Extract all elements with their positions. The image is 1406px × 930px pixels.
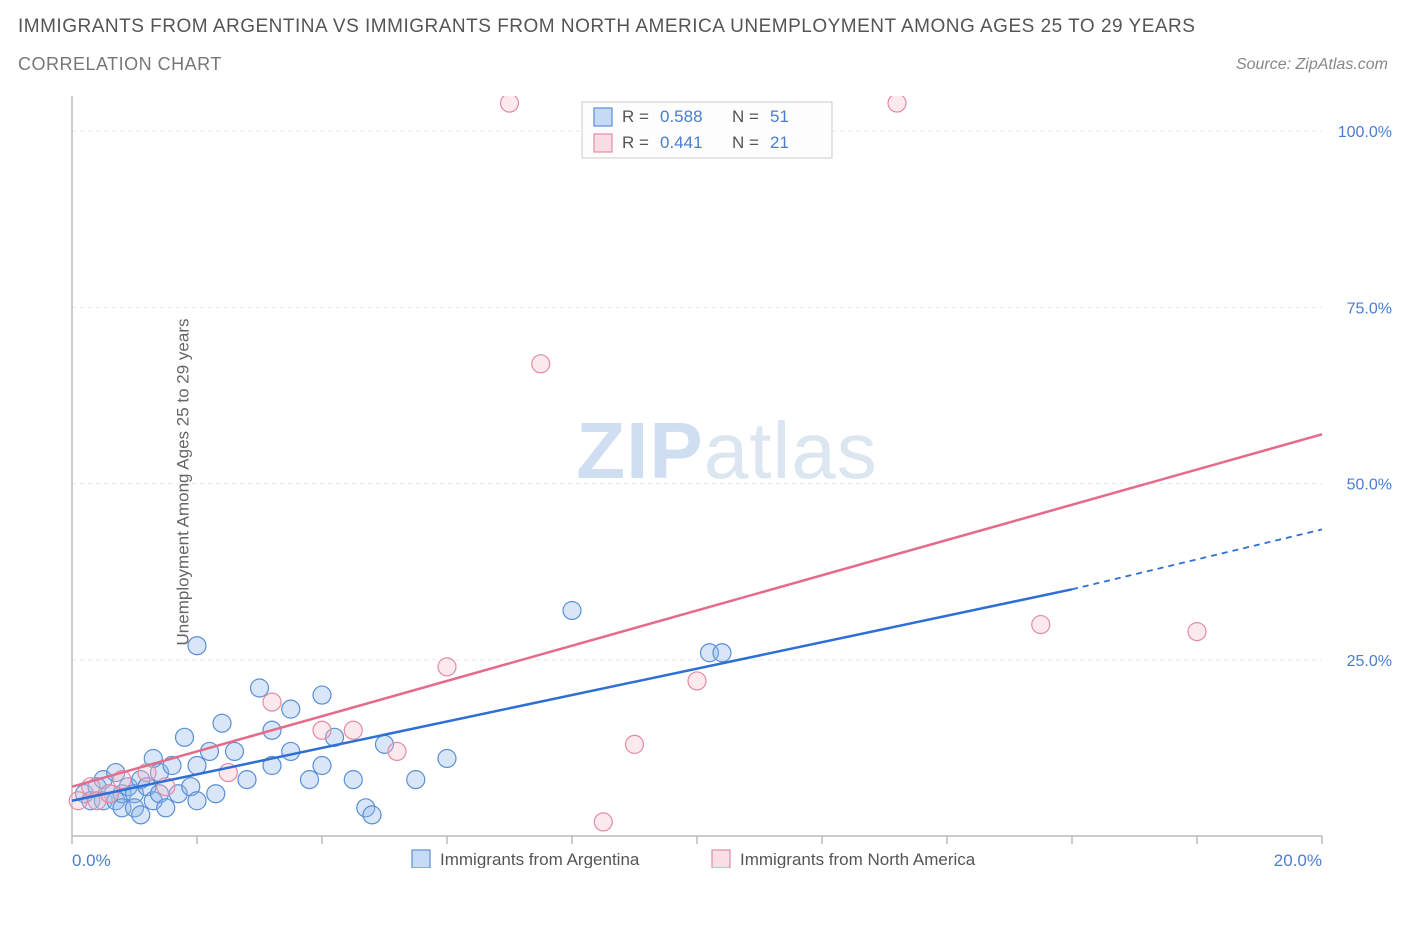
scatter-chart: Unemployment Among Ages 25 to 29 years Z… (62, 96, 1392, 868)
legend-r-label: R = (622, 107, 649, 126)
trend-line-extrapolated (1072, 529, 1322, 589)
data-point (176, 728, 194, 746)
source-attribution: Source: ZipAtlas.com (1236, 56, 1388, 74)
data-point (532, 355, 550, 373)
trend-line (72, 434, 1322, 786)
data-point (251, 679, 269, 697)
data-point (407, 771, 425, 789)
legend-swatch (412, 850, 430, 868)
chart-subtitle: CORRELATION CHART (18, 54, 222, 75)
x-tick-label: 20.0% (1274, 851, 1322, 868)
data-point (438, 749, 456, 767)
legend-swatch (594, 108, 612, 126)
data-point (438, 658, 456, 676)
data-point (563, 601, 581, 619)
legend-n-label: N = (732, 107, 759, 126)
data-point (301, 771, 319, 789)
data-point (313, 686, 331, 704)
trend-line (72, 589, 1072, 800)
data-point (344, 721, 362, 739)
data-point (238, 771, 256, 789)
legend-n-label: N = (732, 133, 759, 152)
legend-n-value: 21 (770, 133, 789, 152)
data-point (888, 96, 906, 112)
data-point (263, 693, 281, 711)
data-point (344, 771, 362, 789)
data-point (313, 757, 331, 775)
legend-n-value: 51 (770, 107, 789, 126)
data-point (226, 742, 244, 760)
data-point (207, 785, 225, 803)
data-point (282, 700, 300, 718)
legend-r-label: R = (622, 133, 649, 152)
y-axis-label: Unemployment Among Ages 25 to 29 years (173, 319, 193, 646)
legend-swatch (594, 134, 612, 152)
data-point (313, 721, 331, 739)
correlation-legend (582, 102, 832, 158)
data-point (388, 742, 406, 760)
legend-r-value: 0.588 (660, 107, 703, 126)
series-label: Immigrants from North America (740, 850, 976, 868)
y-tick-label: 75.0% (1347, 300, 1392, 317)
x-tick-label: 0.0% (72, 851, 111, 868)
y-tick-label: 50.0% (1347, 477, 1392, 494)
data-point (282, 742, 300, 760)
data-point (501, 96, 519, 112)
data-point (626, 735, 644, 753)
data-point (157, 799, 175, 817)
y-tick-label: 100.0% (1338, 124, 1392, 141)
data-point (688, 672, 706, 690)
legend-r-value: 0.441 (660, 133, 703, 152)
chart-title: IMMIGRANTS FROM ARGENTINA VS IMMIGRANTS … (18, 16, 1388, 38)
series-label: Immigrants from Argentina (440, 850, 640, 868)
data-point (213, 714, 231, 732)
data-point (594, 813, 612, 831)
data-point (1188, 623, 1206, 641)
data-point (1032, 616, 1050, 634)
data-point (69, 792, 87, 810)
data-point (132, 806, 150, 824)
y-tick-label: 25.0% (1347, 653, 1392, 670)
data-point (188, 792, 206, 810)
legend-swatch (712, 850, 730, 868)
data-point (713, 644, 731, 662)
data-point (363, 806, 381, 824)
